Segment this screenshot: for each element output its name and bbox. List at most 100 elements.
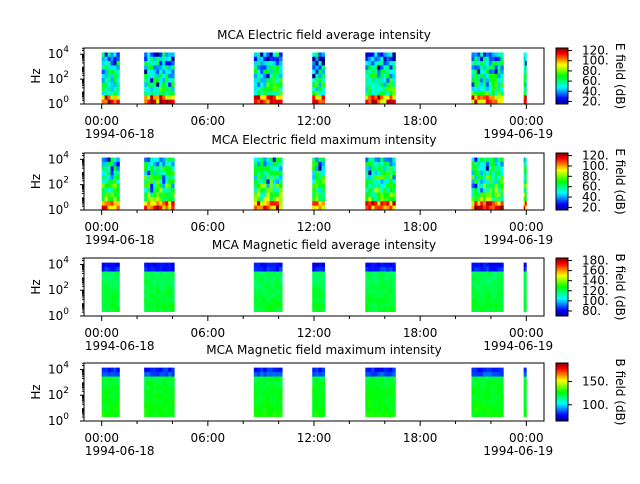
spectrogram-cell — [380, 170, 384, 176]
spectrogram-cell — [171, 284, 175, 290]
spectrogram-cell — [147, 157, 151, 163]
spectrogram-cell — [374, 289, 378, 295]
spectrogram-cell — [260, 183, 264, 189]
spectrogram-cell — [386, 161, 390, 167]
spectrogram-cell — [374, 170, 378, 176]
spectrogram-cell — [477, 95, 481, 101]
spectrogram-cell — [147, 280, 151, 286]
spectrogram-cell — [272, 389, 277, 395]
spectrogram-cell — [159, 293, 163, 299]
spectrogram-cell — [392, 179, 396, 185]
spectrogram-cell — [368, 412, 372, 417]
spectrogram-cell — [104, 183, 108, 189]
spectrogram-cell — [107, 188, 111, 193]
spectrogram-cell — [523, 284, 526, 290]
spectrogram-cell — [371, 293, 375, 299]
spectrogram-cell — [150, 403, 154, 409]
spectrogram-cell — [144, 302, 148, 308]
spectrogram-cell — [321, 267, 326, 272]
spectrogram-cell — [275, 161, 280, 167]
spectrogram-cell — [312, 284, 316, 290]
spectrogram-cell — [321, 52, 326, 58]
spectrogram-cell — [269, 271, 274, 277]
spectrogram-cell — [263, 385, 267, 391]
spectrogram-cell — [162, 267, 166, 272]
colorbar-swatch — [556, 198, 568, 201]
spectrogram-cell — [389, 175, 393, 180]
colorbar-label: B field (dB) — [613, 254, 627, 321]
spectrogram-cell — [485, 367, 490, 373]
spectrogram-cell — [110, 192, 114, 198]
spectrogram-cell — [113, 275, 117, 281]
spectrogram-cell — [488, 376, 493, 382]
spectrogram-cell — [383, 192, 387, 198]
spectrogram-cell — [256, 407, 261, 413]
spectrogram-cell — [474, 99, 478, 105]
spectrogram-cell — [374, 99, 378, 105]
spectrogram-cell — [107, 267, 111, 272]
spectrogram-cell — [488, 82, 493, 88]
spectrogram-cell — [321, 196, 326, 202]
spectrogram-cell — [101, 267, 106, 272]
spectrogram-cell — [321, 403, 326, 409]
spectrogram-cell — [485, 403, 490, 409]
spectrogram-cell — [260, 196, 264, 202]
spectrogram-cell — [150, 95, 154, 101]
spectrogram-cell — [168, 307, 172, 312]
spectrogram-cell — [256, 307, 261, 312]
spectrogram-cell — [380, 385, 384, 391]
spectrogram-cell — [485, 284, 490, 290]
spectrogram-cell — [321, 262, 326, 268]
spectrogram-cell — [371, 73, 375, 79]
spectrogram-cell — [477, 407, 481, 413]
spectrogram-cell — [318, 293, 322, 299]
spectrogram-cell — [488, 192, 493, 198]
spectrogram-cell — [113, 86, 117, 92]
spectrogram-cell — [107, 166, 111, 172]
spectrogram-cell — [500, 407, 504, 413]
spectrogram-cell — [371, 52, 375, 58]
spectrogram-cell — [263, 398, 267, 404]
spectrogram-cell — [383, 372, 387, 377]
spectrogram-cell — [159, 86, 163, 92]
spectrogram-cell — [153, 95, 157, 101]
spectrogram-cell — [266, 275, 270, 281]
spectrogram-cell — [392, 271, 396, 277]
colorbar-swatch — [556, 87, 568, 90]
spectrogram-cell — [494, 275, 498, 281]
spectrogram-cell — [168, 389, 172, 395]
y-tick-exponent: 0 — [63, 412, 69, 422]
spectrogram-cell — [474, 298, 478, 304]
spectrogram-cell — [253, 298, 258, 304]
spectrogram-cell — [147, 69, 151, 75]
spectrogram-cell — [159, 179, 163, 185]
spectrogram-cell — [365, 205, 369, 211]
spectrogram-cell — [488, 78, 493, 83]
spectrogram-cell — [159, 398, 163, 404]
spectrogram-cell — [256, 302, 261, 308]
spectrogram-cell — [171, 170, 175, 176]
spectrogram-cell — [321, 275, 326, 281]
spectrogram-cell — [156, 183, 160, 189]
spectrogram-cell — [318, 367, 322, 373]
spectrogram-cell — [165, 73, 169, 79]
spectrogram-cell — [171, 188, 175, 193]
spectrogram-cell — [371, 86, 375, 92]
spectrogram-cell — [374, 201, 378, 207]
spectrogram-cell — [477, 73, 481, 79]
spectrogram-cell — [321, 188, 326, 193]
spectrogram-cell — [389, 78, 393, 83]
spectrogram-cell — [474, 205, 478, 211]
spectrogram-cell — [480, 293, 484, 299]
spectrogram-cell — [153, 262, 157, 268]
spectrogram-cell — [147, 293, 151, 299]
spectrogram-cell — [523, 175, 526, 180]
spectrogram-cell — [494, 372, 498, 377]
spectrogram-cell — [116, 161, 120, 167]
spectrogram-cell — [156, 284, 160, 290]
spectrogram-cell — [260, 262, 264, 268]
spectrogram-cell — [147, 412, 151, 417]
spectrogram-cell — [500, 380, 504, 386]
spectrogram-cell — [171, 367, 175, 373]
x-date-label: 1994-06-19 — [483, 233, 553, 247]
